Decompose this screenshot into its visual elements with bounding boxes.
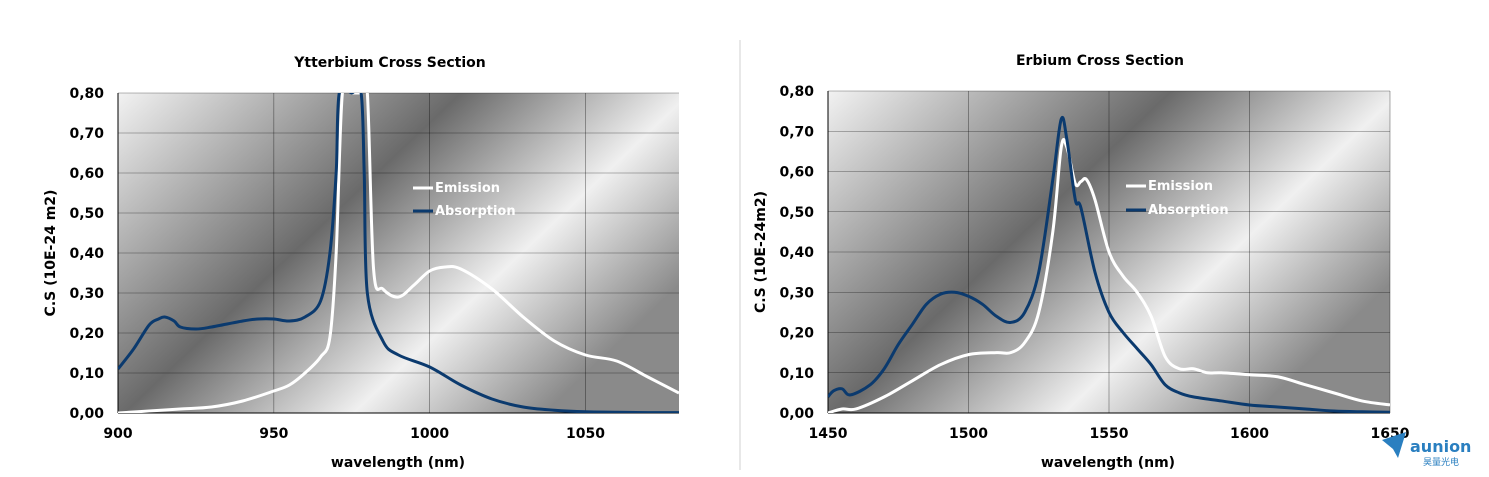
x-tick-label: 1500 (949, 426, 988, 442)
x-tick-label: 1600 (1230, 426, 1269, 442)
series-line-emission (828, 138, 1390, 413)
y-axis-label: C.S (10E-24m2) (753, 191, 769, 313)
series-line-emission (118, 93, 679, 413)
erbium-chart: Erbium Cross Section 0,00 0,10 0,20 0,30 0,4… (753, 53, 1410, 471)
x-tick-labels: 1450 1500 1550 1600 1650 (809, 426, 1410, 442)
x-axis-label: wavelength (nm) (331, 455, 465, 471)
y-tick-labels: 0,00 0,10 0,20 0,30 0,40 0,50 0,60 0,70 0,80 (779, 84, 814, 422)
y-tick-label: 0,60 (779, 165, 814, 181)
x-axis-label: wavelength (nm) (1041, 455, 1175, 471)
x-tick-label: 950 (259, 426, 288, 442)
y-tick-label: 0,40 (69, 246, 104, 262)
legend-label-absorption: Absorption (1148, 203, 1229, 218)
series-lines (118, 93, 679, 413)
brand-logo: aunion 昊量光电 (1382, 432, 1471, 468)
y-axis-label: C.S (10E-24 m2) (43, 190, 59, 317)
y-tick-label: 0,50 (779, 205, 814, 221)
x-tick-label: 1450 (809, 426, 848, 442)
y-tick-label: 0,10 (779, 366, 814, 382)
y-tick-label: 0,40 (779, 245, 814, 261)
chart-title: Erbium Cross Section (1016, 53, 1184, 69)
legend-label-emission: Emission (435, 181, 500, 196)
y-tick-label: 0,70 (779, 124, 814, 140)
series-lines (828, 116, 1390, 413)
grid (117, 92, 679, 414)
y-tick-label: 0,20 (779, 326, 814, 342)
x-tick-label: 900 (103, 426, 132, 442)
brand-name: aunion (1410, 437, 1471, 456)
y-tick-label: 0,00 (779, 406, 814, 422)
legend: Emission Absorption (1126, 179, 1229, 218)
chart-title: Ytterbium Cross Section (293, 55, 485, 71)
brand-subtitle: 昊量光电 (1423, 456, 1459, 468)
y-tick-label: 0,10 (69, 366, 104, 382)
x-tick-label: 1550 (1090, 426, 1129, 442)
legend-label-emission: Emission (1148, 179, 1213, 194)
x-tick-label: 1050 (566, 426, 605, 442)
y-tick-label: 0,50 (69, 206, 104, 222)
y-tick-label: 0,30 (779, 285, 814, 301)
legend: Emission Absorption (413, 181, 516, 219)
y-tick-label: 0,60 (69, 166, 104, 182)
x-tick-labels: 900 950 1000 1050 (103, 426, 605, 442)
y-tick-label: 0,00 (69, 406, 104, 422)
y-tick-label: 0,80 (779, 84, 814, 100)
legend-label-absorption: Absorption (435, 204, 516, 219)
y-tick-labels: 0,00 0,10 0,20 0,30 0,40 0,50 0,60 0,70 0,80 (69, 86, 104, 422)
paper-plane-icon (1382, 432, 1406, 458)
x-tick-label: 1000 (410, 426, 449, 442)
ytterbium-chart: Ytterbium Cross Section 0,00 0,10 0,20 0,30… (43, 55, 679, 471)
series-line-absorption (828, 116, 1390, 413)
y-tick-label: 0,80 (69, 86, 104, 102)
y-tick-label: 0,30 (69, 286, 104, 302)
y-tick-label: 0,20 (69, 326, 104, 342)
y-tick-label: 0,70 (69, 126, 104, 142)
series-line-absorption (118, 93, 679, 413)
